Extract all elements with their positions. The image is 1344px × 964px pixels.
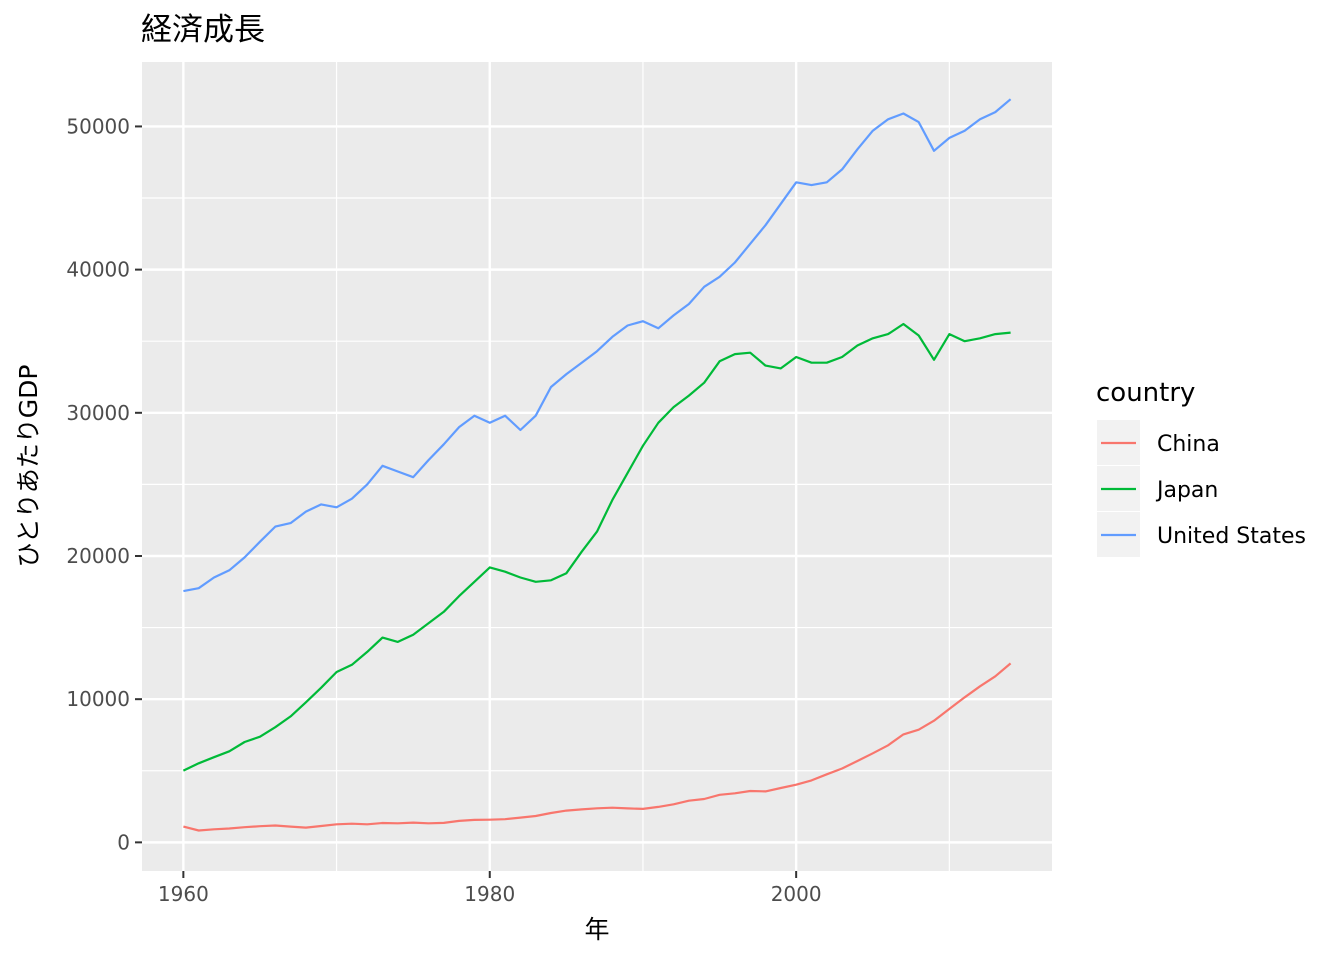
y-tick-label: 0 xyxy=(117,830,130,854)
y-axis: 0 10000 20000 30000 40000 50000 xyxy=(66,114,142,854)
x-tick-label: 2000 xyxy=(771,882,822,906)
series-lines xyxy=(182,98,1012,832)
y-tick-label: 30000 xyxy=(66,401,130,425)
y-tick-label: 40000 xyxy=(66,258,130,282)
legend-label: United States xyxy=(1157,524,1306,549)
legend-label: Japan xyxy=(1155,478,1218,503)
grid-major xyxy=(142,62,1052,871)
plot-panel xyxy=(142,62,1052,871)
y-tick-label: 10000 xyxy=(66,687,130,711)
y-axis-label: ひとりあたりGDP xyxy=(14,365,43,568)
series-line-japan xyxy=(182,322,1011,772)
x-axis: 1960 1980 2000 xyxy=(158,871,822,906)
legend: country China Japan United States xyxy=(1096,378,1306,557)
x-axis-label: 年 xyxy=(584,915,609,944)
legend-title: country xyxy=(1096,378,1195,408)
series-line-united-states xyxy=(183,98,1012,593)
chart-title: 経済成長 xyxy=(141,12,265,48)
grid-minor xyxy=(142,62,1052,871)
x-tick-label: 1980 xyxy=(464,882,515,906)
series-line-china xyxy=(183,662,1012,832)
x-tick-label: 1960 xyxy=(158,882,209,906)
y-tick-label: 50000 xyxy=(66,114,130,138)
legend-label: China xyxy=(1157,432,1220,457)
y-tick-label: 20000 xyxy=(66,544,130,568)
